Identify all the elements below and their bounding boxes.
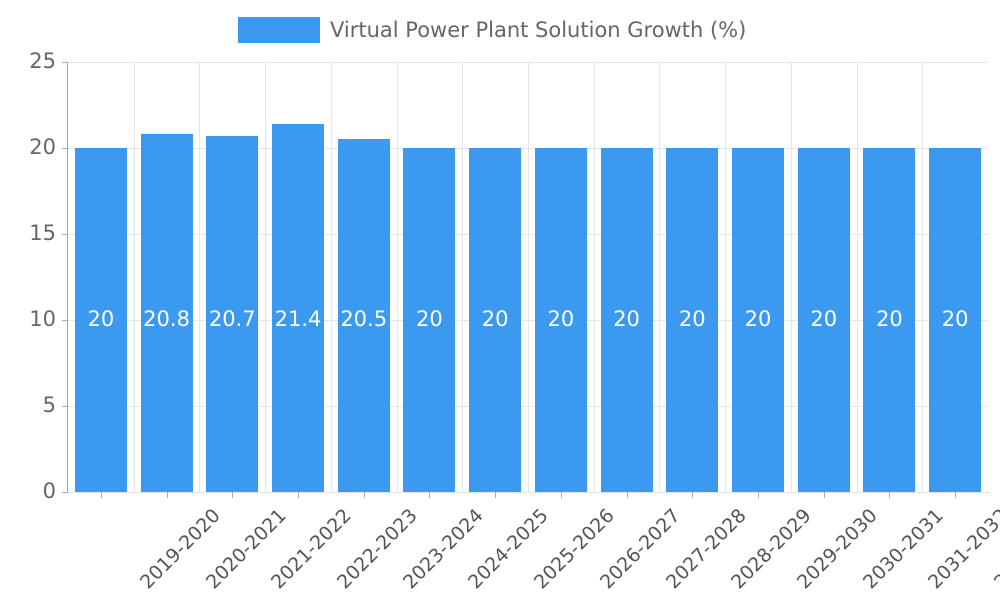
gridline-vertical	[791, 62, 792, 492]
x-tick-mark	[298, 492, 299, 498]
bar-value-label: 20	[481, 307, 509, 331]
y-tick-mark	[62, 234, 68, 235]
y-tick-mark	[62, 148, 68, 149]
x-tick-mark	[627, 492, 628, 498]
x-tick-mark	[692, 492, 693, 498]
gridline-vertical	[594, 62, 595, 492]
bar-value-label: 20.5	[340, 307, 388, 331]
bar-value-label: 20	[876, 307, 903, 331]
gridline-vertical	[725, 62, 726, 492]
bar-value-label: 20	[810, 307, 838, 331]
bar-value-label: 20	[87, 307, 115, 331]
x-tick-mark	[495, 492, 496, 498]
x-tick-mark	[167, 492, 168, 498]
bar[interactable]	[272, 123, 324, 492]
y-tick-label: 5	[42, 393, 56, 417]
legend-color-swatch	[238, 17, 320, 43]
bar[interactable]	[403, 148, 456, 492]
bar[interactable]	[469, 148, 522, 492]
bar[interactable]	[666, 148, 719, 492]
x-tick-mark	[101, 492, 102, 498]
gridline-vertical	[462, 62, 463, 492]
gridline-vertical	[659, 62, 660, 492]
x-tick-mark	[232, 492, 233, 498]
gridline-vertical	[922, 62, 923, 492]
x-tick-mark	[561, 492, 562, 498]
y-tick-mark	[62, 320, 68, 321]
plot-area: 20 20.8 20.7 21.4 20.5 20 20 20 20 20 20 20 20 20 201…	[62, 62, 1000, 593]
bar[interactable]	[797, 148, 850, 492]
bar-value-label: 21.4	[274, 307, 322, 331]
gridline-vertical	[265, 62, 266, 492]
x-tick-mark	[889, 492, 890, 498]
gridline-horizontal	[68, 492, 988, 493]
x-tick-mark	[955, 492, 956, 498]
y-tick-mark	[62, 406, 68, 407]
bar[interactable]	[732, 148, 784, 492]
y-tick-mark	[62, 492, 68, 493]
gridline-vertical	[528, 62, 529, 492]
y-tick-label: 25	[29, 49, 56, 73]
bar-value-label: 20	[547, 307, 575, 331]
gridline-vertical	[199, 62, 200, 492]
gridline-vertical	[331, 62, 332, 492]
bar[interactable]	[74, 148, 127, 492]
y-tick-label: 15	[29, 221, 56, 245]
y-tick-mark	[62, 62, 68, 63]
legend-label: Virtual Power Plant Solution Growth (%)	[330, 17, 747, 42]
y-tick-label: 0	[42, 479, 56, 503]
gridline-vertical	[134, 62, 135, 492]
bar-value-label: 20	[941, 307, 969, 331]
bar-value-label: 20	[416, 307, 443, 331]
chart-legend: Virtual Power Plant Solution Growth (%)	[238, 16, 746, 44]
bar-value-label: 20	[613, 307, 640, 331]
x-tick-mark	[429, 492, 430, 498]
x-tick-mark	[824, 492, 825, 498]
y-axis-spine	[67, 62, 68, 492]
bar[interactable]	[534, 148, 587, 492]
gridline-vertical	[857, 62, 858, 492]
x-tick-mark	[758, 492, 759, 498]
bar[interactable]	[600, 148, 653, 492]
bar-value-label: 20	[678, 307, 706, 331]
y-tick-label: 10	[29, 307, 56, 331]
gridline-vertical	[397, 62, 398, 492]
bar[interactable]	[863, 148, 916, 492]
x-tick-mark	[364, 492, 365, 498]
bar-value-label: 20.7	[208, 307, 256, 331]
bar[interactable]	[929, 148, 982, 492]
bar[interactable]	[337, 139, 390, 492]
bar[interactable]	[140, 134, 193, 492]
bar-value-label: 20	[744, 307, 772, 331]
bar-value-label: 20.8	[143, 307, 190, 331]
bar[interactable]	[206, 135, 259, 492]
y-tick-label: 20	[29, 135, 56, 159]
